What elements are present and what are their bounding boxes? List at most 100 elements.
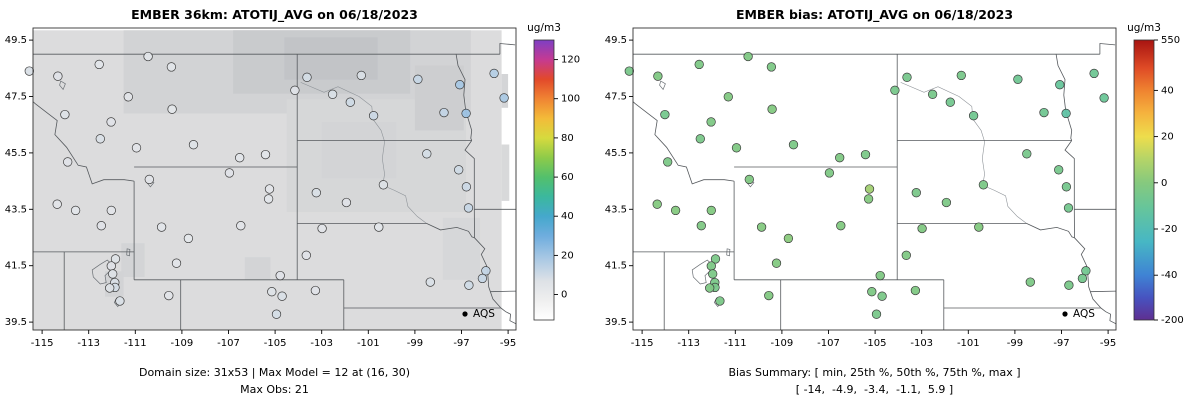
bias-map-plot: -115 -113 -111 -109 -107 -105 -103 -101 -99 -97 -9… [605, 22, 1184, 349]
colorbar [1133, 39, 1155, 321]
station-dot [696, 221, 706, 231]
station-dot [1077, 273, 1088, 284]
station-dot [743, 51, 753, 62]
colorbar-tick-label: -20 [1161, 224, 1177, 235]
y-tick-label: 43.5 [605, 204, 627, 215]
state-border-line [1099, 43, 1116, 55]
station-dot [105, 283, 115, 293]
station-dot [95, 134, 105, 144]
state-border-line [490, 290, 516, 293]
station-dot [1061, 182, 1072, 192]
station-dot [166, 62, 177, 72]
colorbar-tick-label: -200 [1161, 315, 1184, 326]
station-dot [756, 222, 767, 232]
station-dot [917, 223, 927, 234]
station-dot [310, 285, 321, 296]
x-tick-label: -97 [453, 338, 469, 349]
x-tick-label: -115 [631, 338, 654, 349]
model-field-patch [321, 121, 397, 179]
station-dot [670, 205, 681, 216]
station-dot [108, 269, 118, 279]
station-dot [978, 180, 989, 190]
y-tick-label: 39.5 [605, 317, 627, 328]
x-tick-label: -113 [677, 338, 700, 349]
station-dot [1025, 277, 1035, 287]
x-tick-label: -97 [1053, 338, 1069, 349]
station-dot [783, 233, 794, 244]
station-dot [106, 205, 116, 216]
station-dot [106, 261, 116, 271]
station-dot [1061, 108, 1071, 119]
station-dot [663, 157, 673, 167]
station-dot [368, 111, 379, 121]
station-dot [271, 309, 282, 319]
station-dot [767, 104, 777, 114]
station-dot [345, 97, 355, 107]
station-dot [260, 149, 271, 160]
station-dot [1081, 266, 1091, 276]
x-tick-label: -111 [724, 338, 747, 349]
station-dot [489, 68, 499, 79]
state-border-line [1090, 290, 1116, 293]
station-dot [660, 109, 670, 120]
plot-frame [632, 27, 1117, 331]
station-dot [60, 109, 70, 120]
aqs-legend-label: AQS [473, 308, 495, 320]
station-dot [481, 266, 491, 276]
colorbar-tick-label: 40 [561, 211, 574, 222]
y-tick-label: 41.5 [5, 261, 27, 272]
aqs-legend-label: AQS [1073, 308, 1095, 320]
station-dot [183, 233, 194, 244]
state-border-line [1055, 54, 1073, 141]
station-dot [302, 72, 312, 82]
map-layer [33, 30, 516, 330]
colorbar-tick-label: 120 [561, 55, 580, 66]
model-field-patch [121, 243, 145, 277]
station-dot [110, 254, 121, 264]
colorbar-unit-label: ug/m3 [527, 22, 561, 34]
station-dot [910, 285, 921, 296]
state-border-line [1026, 223, 1075, 239]
station-dot [695, 134, 705, 144]
station-dot [96, 221, 106, 231]
state-border-line [464, 140, 475, 238]
station-dot [327, 89, 338, 99]
panel-model: EMBER 36km: ATOTIJ_AVG on 06/18/2023 -11… [5, 7, 580, 396]
y-tick-label: 41.5 [605, 261, 627, 272]
x-tick-label: -105 [264, 338, 287, 349]
x-tick-label: -99 [407, 338, 423, 349]
river-line [300, 82, 427, 224]
x-tick-label: -109 [771, 338, 794, 349]
station-dot [871, 309, 882, 319]
station-dot [455, 80, 465, 90]
colorbar-tick-label: 60 [561, 172, 574, 183]
x-tick-label: -105 [864, 338, 887, 349]
station-dot [911, 188, 921, 198]
station-dot [277, 291, 287, 301]
y-tick-label: 49.5 [5, 35, 27, 46]
model-caption-line-1: Domain size: 31x53 | Max Model = 12 at (… [138, 366, 410, 379]
station-dot [835, 153, 845, 163]
colorbar-tick-label: 80 [561, 133, 574, 144]
station-dot [694, 59, 704, 70]
station-dot [301, 250, 311, 260]
station-dot [264, 184, 275, 194]
station-dot [864, 184, 875, 194]
station-dot [463, 203, 474, 213]
station-dot [63, 157, 73, 167]
station-dot [974, 222, 984, 232]
station-dot [824, 168, 835, 178]
x-tick-label: -111 [124, 338, 147, 349]
station-dot [927, 89, 938, 99]
station-dot [374, 222, 384, 232]
station-dot [723, 92, 733, 102]
model-field-patch [414, 65, 464, 131]
station-dot [131, 143, 142, 153]
station-dot [454, 165, 464, 175]
station-dot [877, 291, 887, 301]
station-dot [706, 261, 716, 271]
model-map-plot: -115 -113 -111 -109 -107 -105 -103 -101 -99 -97 -9… [5, 22, 580, 349]
state-border-line [455, 54, 473, 141]
lake-outline [726, 248, 731, 257]
